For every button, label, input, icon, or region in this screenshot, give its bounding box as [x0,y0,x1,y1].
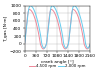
X-axis label: crank angle [°]: crank angle [°] [41,60,74,64]
4,500 rpm [72,9,74,10]
Line: 2,000 rpm: 2,000 rpm [25,6,90,48]
4,500 rpm [67,46,68,47]
2,000 rpm [90,43,91,44]
4,500 rpm [73,9,74,10]
Legend: 4,500 rpm, 2,000 rpm: 4,500 rpm, 2,000 rpm [29,64,86,68]
4,500 rpm [49,13,50,14]
2,000 rpm [49,14,50,15]
2,000 rpm [78,11,79,12]
4,500 rpm [36,24,37,25]
Y-axis label: T_gas [N·m]: T_gas [N·m] [4,15,8,41]
Line: 4,500 rpm: 4,500 rpm [25,9,90,49]
2,000 rpm [87,48,88,49]
4,500 rpm [78,18,79,19]
4,500 rpm [63,48,65,49]
2,000 rpm [63,45,65,46]
2,000 rpm [73,5,74,6]
2,000 rpm [24,43,25,44]
4,500 rpm [90,43,91,44]
4,500 rpm [24,43,25,44]
2,000 rpm [36,17,37,18]
2,000 rpm [67,46,68,47]
2,000 rpm [51,5,53,6]
